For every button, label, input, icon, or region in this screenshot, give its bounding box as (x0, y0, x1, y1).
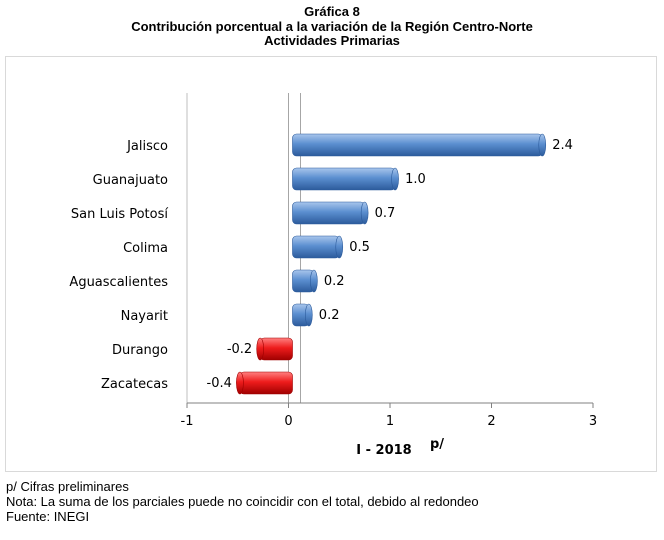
note-source: Fuente: INEGI (6, 509, 90, 524)
bar-cap (360, 201, 369, 225)
x-axis-title: I - 2018 (356, 443, 411, 458)
bar-cap (310, 269, 318, 293)
category-label: Guanajuato (93, 173, 168, 188)
bar-cap (304, 303, 313, 327)
bar-cap (236, 371, 244, 395)
bar-cap (256, 337, 265, 361)
data-label: 2.4 (552, 138, 573, 153)
data-label: 1.0 (405, 172, 426, 187)
chart-subtitle: Contribución porcentual a la variación d… (131, 19, 533, 34)
category-label: Zacatecas (101, 377, 168, 392)
x-axis-title-superscript: p/ (430, 437, 444, 452)
chart-area (5, 56, 657, 472)
bar (239, 371, 293, 395)
bar (292, 167, 396, 191)
x-tick-label: 3 (589, 414, 597, 429)
note-rounding: Nota: La suma de los parciales puede no … (6, 494, 479, 509)
bar-cap (335, 235, 344, 259)
x-tick-label: 1 (386, 414, 394, 429)
data-label: 0.2 (319, 308, 340, 323)
note-preliminary: p/ Cifras preliminares (6, 479, 129, 494)
data-label: -0.4 (207, 376, 232, 391)
bar (292, 235, 340, 259)
x-tick-label: 2 (487, 414, 495, 429)
data-label: 0.2 (324, 274, 345, 289)
data-label: 0.5 (349, 240, 370, 255)
category-label: Durango (112, 343, 168, 358)
category-label: Aguascalientes (69, 275, 168, 290)
bar (292, 201, 365, 225)
category-label: Jalisco (126, 139, 168, 154)
data-label: 0.7 (375, 206, 396, 221)
bar (259, 337, 293, 361)
bar-cap (538, 133, 547, 157)
category-label: Colima (123, 241, 168, 256)
chart-subtitle-2: Actividades Primarias (264, 33, 400, 48)
bar (292, 133, 543, 157)
data-label: -0.2 (227, 342, 252, 357)
chart-title: Gráfica 8 (304, 4, 360, 19)
bar-cap (391, 167, 399, 191)
x-tick-label: 0 (284, 414, 292, 429)
category-label: San Luis Potosí (71, 207, 169, 222)
x-tick-label: -1 (181, 414, 194, 429)
category-label: Nayarit (121, 309, 168, 324)
